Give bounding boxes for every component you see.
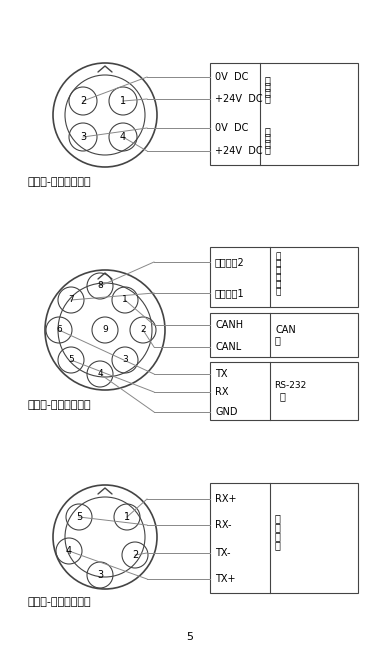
Text: 供: 供 bbox=[265, 138, 271, 149]
Text: 作: 作 bbox=[265, 132, 271, 143]
Text: 网: 网 bbox=[275, 531, 281, 542]
Text: 出: 出 bbox=[275, 288, 280, 297]
Text: CAN: CAN bbox=[275, 325, 296, 335]
Text: CANL: CANL bbox=[215, 342, 241, 352]
Text: 触点输出2: 触点输出2 bbox=[215, 257, 245, 267]
Text: 电: 电 bbox=[265, 93, 271, 103]
Text: 1: 1 bbox=[120, 96, 126, 106]
Text: 7: 7 bbox=[68, 295, 74, 305]
Text: 4: 4 bbox=[97, 369, 103, 379]
Text: 1: 1 bbox=[122, 295, 128, 305]
Text: 0V  DC: 0V DC bbox=[215, 72, 249, 82]
Text: 口: 口 bbox=[275, 335, 281, 345]
Text: CANH: CANH bbox=[215, 320, 243, 330]
Text: 9: 9 bbox=[102, 326, 108, 335]
Text: 4: 4 bbox=[120, 132, 126, 142]
Text: 口: 口 bbox=[280, 391, 286, 401]
Text: 4: 4 bbox=[66, 546, 72, 556]
Text: RX+: RX+ bbox=[215, 494, 236, 504]
Text: 工: 工 bbox=[265, 126, 271, 136]
Text: 5: 5 bbox=[76, 512, 82, 522]
Text: GND: GND bbox=[215, 407, 238, 417]
Text: 1: 1 bbox=[124, 512, 130, 522]
Text: 8: 8 bbox=[97, 282, 103, 291]
Text: +24V  DC: +24V DC bbox=[215, 146, 263, 156]
Text: 0V  DC: 0V DC bbox=[215, 123, 249, 133]
Text: 以: 以 bbox=[275, 514, 281, 523]
Text: 口: 口 bbox=[275, 540, 281, 550]
Text: 两: 两 bbox=[275, 252, 280, 261]
Text: 输: 输 bbox=[275, 280, 280, 290]
Text: 2: 2 bbox=[80, 96, 86, 106]
Bar bbox=[210, 483, 358, 593]
Text: RS-232: RS-232 bbox=[274, 381, 306, 390]
Bar bbox=[210, 362, 358, 420]
Text: 供: 供 bbox=[265, 87, 271, 97]
Text: 网口线-五芯航空插头: 网口线-五芯航空插头 bbox=[28, 597, 92, 607]
Text: 5: 5 bbox=[187, 632, 193, 642]
Text: RX: RX bbox=[215, 387, 228, 397]
Text: 3: 3 bbox=[97, 570, 103, 580]
Text: 太: 太 bbox=[275, 523, 281, 533]
Text: 路: 路 bbox=[275, 259, 280, 269]
Bar bbox=[210, 63, 358, 165]
Text: TX: TX bbox=[215, 369, 228, 379]
Text: 3: 3 bbox=[80, 132, 86, 142]
Text: RX-: RX- bbox=[215, 520, 231, 530]
Text: 触: 触 bbox=[275, 267, 280, 276]
Bar bbox=[210, 247, 358, 307]
Bar bbox=[210, 313, 358, 357]
Text: 触点输出1: 触点输出1 bbox=[215, 288, 245, 298]
Text: 6: 6 bbox=[56, 326, 62, 335]
Text: 信号线-九芯航空插头: 信号线-九芯航空插头 bbox=[28, 400, 92, 410]
Text: 电: 电 bbox=[265, 145, 271, 155]
Text: 3: 3 bbox=[122, 356, 128, 364]
Text: 热: 热 bbox=[265, 81, 271, 91]
Text: 点: 点 bbox=[275, 274, 280, 282]
Text: 5: 5 bbox=[68, 356, 74, 364]
Text: 2: 2 bbox=[132, 550, 138, 560]
Text: 2: 2 bbox=[140, 326, 146, 335]
Text: 电源线-四芯航空插头: 电源线-四芯航空插头 bbox=[28, 177, 92, 187]
Text: TX+: TX+ bbox=[215, 574, 236, 584]
Text: +24V  DC: +24V DC bbox=[215, 94, 263, 104]
Text: 加: 加 bbox=[265, 75, 271, 85]
Text: TX-: TX- bbox=[215, 548, 231, 558]
